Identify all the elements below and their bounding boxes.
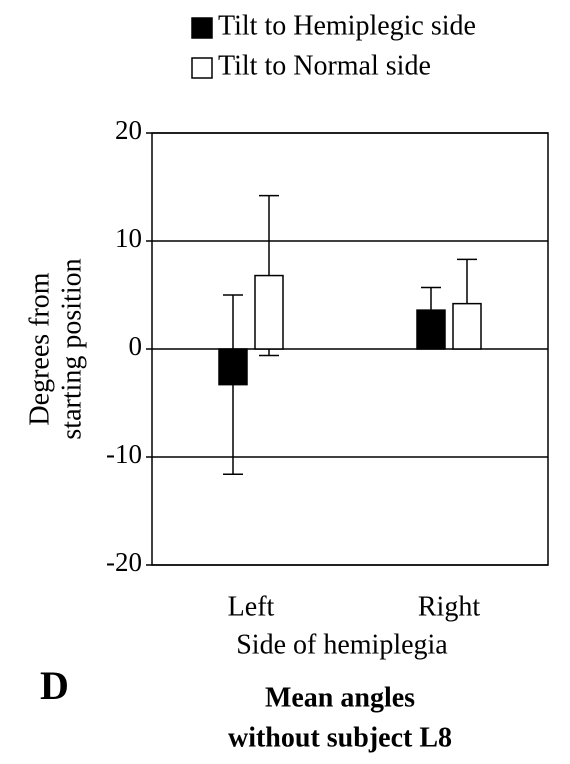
bar bbox=[452, 302, 482, 350]
legend-swatch bbox=[191, 57, 213, 79]
y-tick-label: 20 bbox=[115, 115, 142, 145]
bar bbox=[218, 348, 248, 386]
legend-swatch bbox=[191, 17, 213, 39]
bar bbox=[416, 309, 446, 350]
x-axis-label: Side of hemiplegia bbox=[236, 629, 448, 660]
y-axis-label: Degrees from bbox=[24, 272, 55, 425]
y-tick-label: -20 bbox=[106, 547, 142, 577]
x-tick-label: Left bbox=[228, 591, 275, 622]
caption: Mean angles bbox=[265, 682, 415, 713]
legend-label: Tilt to Hemiplegic side bbox=[218, 10, 476, 41]
y-tick-label: 0 bbox=[129, 331, 143, 361]
y-tick-label: 10 bbox=[115, 223, 142, 253]
bar bbox=[254, 274, 284, 350]
y-axis-label: starting position bbox=[56, 258, 87, 439]
panel-label: D bbox=[40, 663, 69, 708]
y-tick-label: -10 bbox=[106, 439, 142, 469]
legend-label: Tilt to Normal side bbox=[218, 50, 431, 81]
caption: without subject L8 bbox=[228, 722, 452, 753]
x-tick-label: Right bbox=[418, 591, 480, 622]
